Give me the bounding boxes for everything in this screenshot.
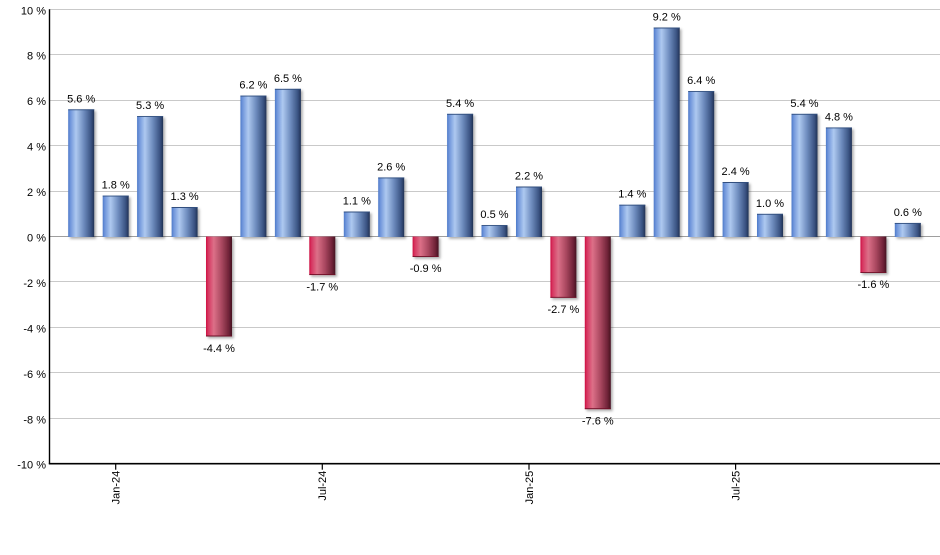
svg-text:1.4 %: 1.4 % — [618, 189, 646, 201]
svg-text:0.5 %: 0.5 % — [480, 209, 508, 221]
svg-text:6.2 %: 6.2 % — [239, 80, 267, 92]
svg-text:1.8 %: 1.8 % — [102, 180, 130, 192]
svg-text:9.2 %: 9.2 % — [653, 12, 681, 24]
svg-text:Jan-25: Jan-25 — [524, 471, 536, 505]
svg-text:10 %: 10 % — [21, 5, 46, 17]
svg-text:0 %: 0 % — [27, 233, 46, 245]
svg-text:2.2 %: 2.2 % — [515, 171, 543, 183]
svg-text:-8 %: -8 % — [23, 414, 46, 426]
svg-text:-10 %: -10 % — [17, 460, 46, 472]
svg-text:6 %: 6 % — [27, 96, 46, 108]
svg-text:5.3 %: 5.3 % — [136, 100, 164, 112]
svg-text:5.6 %: 5.6 % — [67, 93, 95, 105]
svg-text:1.3 %: 1.3 % — [171, 191, 199, 203]
svg-text:-1.7 %: -1.7 % — [306, 281, 338, 293]
svg-text:2 %: 2 % — [27, 187, 46, 199]
svg-text:1.0 %: 1.0 % — [756, 198, 784, 210]
svg-text:-1.6 %: -1.6 % — [858, 279, 890, 291]
svg-text:-4 %: -4 % — [23, 323, 46, 335]
svg-text:4 %: 4 % — [27, 142, 46, 154]
svg-text:6.4 %: 6.4 % — [687, 75, 715, 87]
svg-text:0.6 %: 0.6 % — [894, 207, 922, 219]
svg-text:-2 %: -2 % — [23, 278, 46, 290]
svg-text:5.4 %: 5.4 % — [790, 98, 818, 110]
svg-text:Jul-25: Jul-25 — [730, 471, 742, 501]
svg-text:-7.6 %: -7.6 % — [582, 416, 614, 428]
svg-text:Jul-24: Jul-24 — [317, 471, 329, 501]
svg-text:5.4 %: 5.4 % — [446, 98, 474, 110]
svg-text:-2.7 %: -2.7 % — [548, 304, 580, 316]
svg-text:2.4 %: 2.4 % — [722, 166, 750, 178]
svg-text:6.5 %: 6.5 % — [274, 73, 302, 85]
svg-text:Jan-24: Jan-24 — [110, 471, 122, 505]
svg-text:4.8 %: 4.8 % — [825, 111, 853, 123]
svg-text:-6 %: -6 % — [23, 369, 46, 381]
svg-text:8 %: 8 % — [27, 51, 46, 63]
svg-text:-0.9 %: -0.9 % — [410, 263, 442, 275]
svg-text:2.6 %: 2.6 % — [377, 161, 405, 173]
svg-text:-4.4 %: -4.4 % — [203, 343, 235, 355]
svg-text:1.1 %: 1.1 % — [343, 196, 371, 208]
